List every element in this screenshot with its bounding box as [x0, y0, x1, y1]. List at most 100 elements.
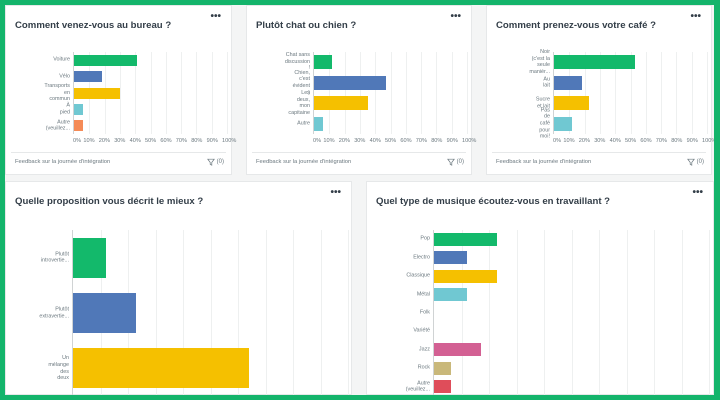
- survey-name: Feedback sur la journée d'intégration: [15, 159, 111, 165]
- x-tick-label: 30%: [354, 138, 366, 144]
- gridline: [155, 230, 157, 396]
- more-options-icon[interactable]: •••: [690, 11, 701, 22]
- gridline: [227, 52, 228, 134]
- category-label: Electro: [413, 254, 430, 261]
- x-tick-label: 70%: [415, 138, 427, 144]
- x-tick-label: 40%: [609, 138, 621, 144]
- bar[interactable]: [434, 361, 451, 375]
- card-footer: Feedback sur la journée d'intégration (0…: [492, 152, 706, 174]
- bar[interactable]: [314, 116, 324, 131]
- bar[interactable]: [554, 116, 573, 131]
- chart-card-pets: Plutôt chat ou chien ? ••• Chat sans dis…: [246, 5, 476, 175]
- gridline: [405, 52, 407, 134]
- x-tick-label: 100%: [222, 138, 237, 144]
- bar[interactable]: [74, 71, 102, 83]
- gridline: [676, 52, 678, 134]
- bar[interactable]: [434, 251, 467, 265]
- bar[interactable]: [554, 75, 582, 90]
- category-label: Jazz: [418, 346, 430, 353]
- x-tick-label: 90%: [206, 138, 218, 144]
- category-label: Voiture: [53, 56, 70, 63]
- filter-button[interactable]: (0): [446, 158, 464, 166]
- gridline: [119, 52, 121, 134]
- gridline: [461, 230, 463, 396]
- gridline: [293, 230, 294, 396]
- category-label: Noir (c'est la seule maniér...: [529, 49, 551, 75]
- gridline: [421, 52, 423, 134]
- x-tick-label: 60%: [160, 138, 172, 144]
- chart-card-personality: Quelle proposition vous décrit le mieux …: [5, 181, 352, 396]
- filter-count: (0): [696, 159, 704, 165]
- survey-name: Feedback sur la journée d'intégration: [496, 159, 592, 165]
- filter-button[interactable]: (0): [206, 158, 224, 166]
- more-options-icon[interactable]: •••: [450, 11, 461, 22]
- bar[interactable]: [434, 288, 467, 302]
- category-label: Autre (veuillez...: [405, 380, 431, 393]
- bar[interactable]: [73, 348, 249, 389]
- gridline: [516, 230, 518, 396]
- more-options-icon[interactable]: •••: [692, 187, 703, 198]
- bar[interactable]: [554, 96, 590, 111]
- filter-button[interactable]: (0): [686, 158, 704, 166]
- bar[interactable]: [314, 55, 333, 70]
- gridline: [348, 230, 349, 396]
- gridline: [390, 52, 392, 134]
- x-tick-label: 0%: [313, 138, 322, 144]
- category-label: Pop: [420, 235, 430, 242]
- bar[interactable]: [314, 75, 386, 90]
- card-title: Comment prenez-vous votre café ?: [496, 20, 656, 31]
- bar[interactable]: [434, 232, 498, 246]
- survey-name: Feedback sur la journée d'intégration: [256, 159, 352, 165]
- bar[interactable]: [74, 54, 137, 66]
- category-label: Transports en commun: [44, 83, 70, 103]
- more-options-icon[interactable]: •••: [210, 11, 221, 22]
- x-tick-label: 50%: [385, 138, 397, 144]
- bar[interactable]: [314, 96, 368, 111]
- bar[interactable]: [73, 237, 106, 278]
- bar[interactable]: [434, 269, 498, 283]
- gridline: [210, 230, 212, 396]
- bar[interactable]: [434, 380, 451, 394]
- card-title: Comment venez-vous au bureau ?: [15, 20, 172, 31]
- x-tick-label: 50%: [145, 138, 157, 144]
- category-label: Métal: [416, 291, 430, 298]
- category-label: Plutôt extravertie...: [39, 306, 70, 319]
- x-tick-label: 90%: [446, 138, 458, 144]
- category-label: À pied: [59, 102, 70, 116]
- gridline: [615, 52, 617, 134]
- chart-card-coffee: Comment prenez-vous votre café ? ••• Noi…: [486, 5, 716, 175]
- gridline: [467, 52, 468, 134]
- gridline: [645, 52, 647, 134]
- gridline: [544, 230, 545, 396]
- gridline: [599, 52, 601, 134]
- x-tick-label: 80%: [671, 138, 683, 144]
- x-tick-label: 10%: [83, 138, 95, 144]
- bar[interactable]: [74, 103, 84, 115]
- gridline: [329, 52, 331, 134]
- filter-icon: [446, 158, 455, 166]
- category-label: Plutôt introvertie...: [40, 251, 70, 264]
- bar[interactable]: [554, 55, 636, 70]
- gridline: [489, 230, 490, 396]
- x-tick-label: 30%: [594, 138, 606, 144]
- bar[interactable]: [74, 87, 120, 99]
- category-label: Au lait: [543, 76, 551, 89]
- gridline: [183, 230, 184, 396]
- category-label: Vélo: [59, 73, 70, 80]
- gridline: [375, 52, 377, 134]
- more-options-icon[interactable]: •••: [330, 187, 341, 198]
- gridline: [681, 230, 683, 396]
- bar[interactable]: [74, 120, 84, 132]
- bar[interactable]: [434, 343, 481, 357]
- x-tick-label: 0%: [553, 138, 562, 144]
- x-tick-label: 100%: [462, 138, 477, 144]
- filter-icon: [206, 158, 215, 166]
- gridline: [238, 230, 239, 396]
- gridline: [265, 230, 267, 396]
- category-label: Folk: [419, 309, 430, 316]
- bar[interactable]: [73, 293, 137, 333]
- chart-card-transport: Comment venez-vous au bureau ? ••• Voitu…: [5, 5, 236, 175]
- filter-count: (0): [456, 159, 464, 165]
- card-title: Plutôt chat ou chien ?: [256, 20, 357, 31]
- x-tick-label: 90%: [686, 138, 698, 144]
